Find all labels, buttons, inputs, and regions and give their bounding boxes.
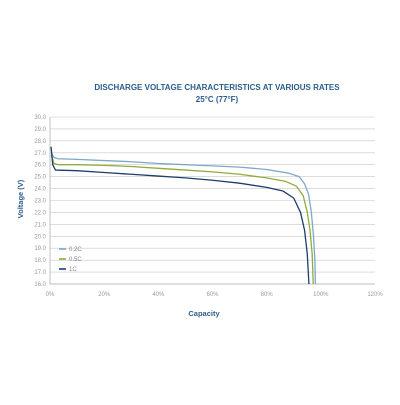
x-tick-label: 0% (46, 292, 55, 298)
y-tick-label: 20.0 (34, 234, 46, 240)
x-tick-label: 40% (152, 292, 165, 298)
y-tick-label: 22.0 (34, 210, 46, 216)
chart-subtitle: 25°C (77°F) (196, 95, 239, 104)
y-tick-label: 18.0 (34, 258, 46, 264)
y-tick-label: 30.0 (34, 115, 46, 121)
legend-label: 0.5C (69, 257, 82, 263)
y-axis-label: Voltage (V) (16, 179, 25, 218)
y-axis-ticks: 16.0 17.0 18.0 19.0 20.0 21.0 22.0 23.0 24.0 25.0… (34, 115, 46, 288)
y-tick-label: 17.0 (34, 270, 46, 276)
series-line-0.2C (50, 152, 317, 285)
grid (49, 116, 375, 285)
legend-label: 1C (69, 267, 77, 273)
y-tick-label: 29.0 (34, 127, 46, 133)
y-tick-label: 28.0 (34, 139, 46, 145)
series-lines (50, 146, 317, 285)
x-axis-label: Capacity (188, 309, 220, 318)
y-tick-label: 26.0 (34, 163, 46, 169)
series-line-0.5C (50, 154, 314, 285)
x-tick-label: 20% (98, 292, 111, 298)
y-tick-label: 24.0 (34, 187, 46, 193)
x-tick-label: 120% (367, 292, 383, 298)
x-tick-label: 80% (261, 292, 274, 298)
x-tick-label: 100% (313, 292, 329, 298)
chart-title: DISCHARGE VOLTAGE CHARACTERISTICS AT VAR… (94, 83, 340, 92)
y-tick-label: 27.0 (34, 151, 46, 157)
legend-label: 0.2C (69, 247, 82, 253)
x-tick-label: 60% (206, 292, 219, 298)
y-tick-label: 19.0 (34, 246, 46, 252)
y-tick-label: 21.0 (34, 222, 46, 228)
y-tick-label: 23.0 (34, 199, 46, 205)
legend: 0.2C 0.5C 1C (59, 247, 82, 273)
y-tick-label: 16.0 (34, 282, 46, 288)
y-tick-label: 25.0 (34, 175, 46, 181)
series-line-1C (50, 146, 310, 285)
x-axis-ticks: 0% 20% 40% 60% 80% 100% 120% (46, 292, 384, 298)
